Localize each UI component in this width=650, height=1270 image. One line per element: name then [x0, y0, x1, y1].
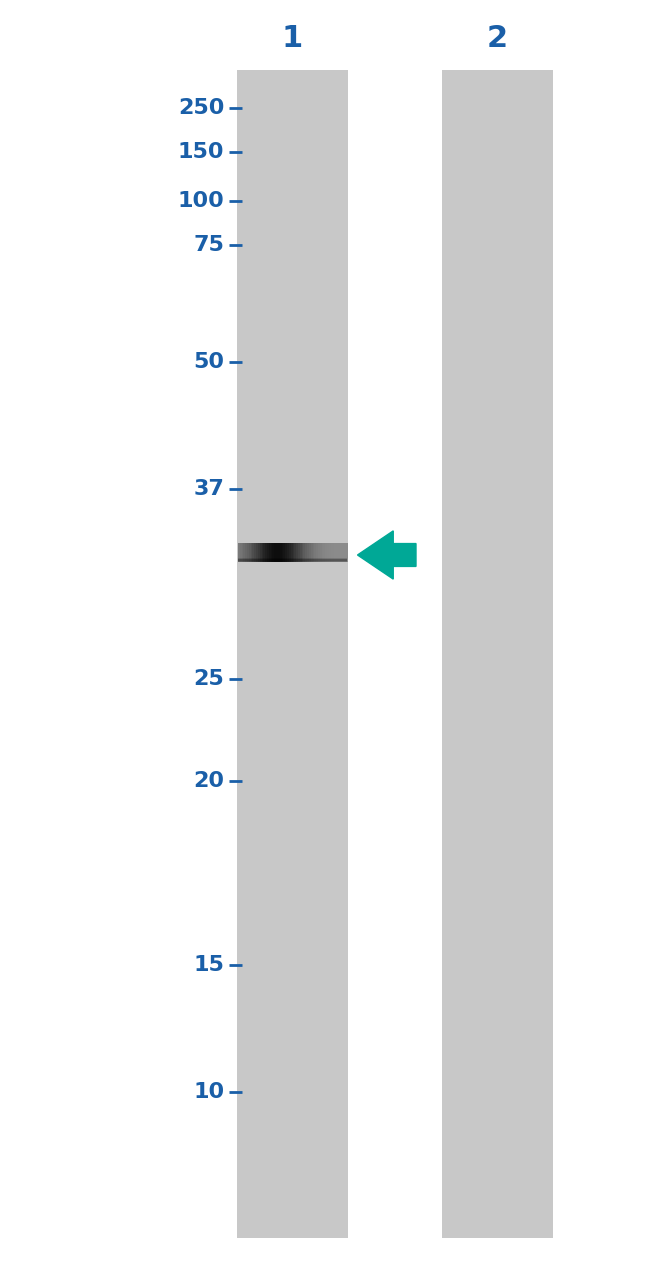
Bar: [242, 544, 244, 561]
Bar: [251, 544, 253, 561]
Bar: [294, 544, 297, 561]
Bar: [261, 544, 264, 561]
Bar: [296, 544, 298, 561]
Text: 2: 2: [487, 24, 508, 52]
Bar: [245, 544, 248, 561]
Text: 150: 150: [177, 142, 224, 163]
Bar: [238, 558, 347, 560]
Bar: [238, 560, 347, 561]
Text: 20: 20: [193, 771, 224, 791]
Text: 75: 75: [193, 235, 224, 255]
Text: 1: 1: [282, 24, 303, 52]
Bar: [338, 544, 341, 561]
Bar: [292, 544, 295, 561]
Bar: [291, 544, 293, 561]
FancyArrow shape: [358, 531, 416, 579]
Bar: [270, 544, 273, 561]
Bar: [265, 544, 268, 561]
Bar: [309, 544, 311, 561]
Bar: [342, 544, 344, 561]
Bar: [249, 544, 252, 561]
Bar: [327, 544, 330, 561]
Bar: [340, 544, 343, 561]
Bar: [256, 544, 259, 561]
Text: 250: 250: [178, 98, 224, 118]
Bar: [336, 544, 339, 561]
Bar: [322, 544, 324, 561]
Text: 25: 25: [194, 669, 224, 690]
Bar: [278, 544, 280, 561]
Bar: [315, 544, 317, 561]
Bar: [238, 558, 347, 560]
Bar: [254, 544, 257, 561]
Bar: [316, 544, 318, 561]
Bar: [333, 544, 335, 561]
Bar: [238, 558, 347, 560]
Text: 100: 100: [177, 190, 224, 211]
Bar: [285, 544, 288, 561]
Bar: [331, 544, 333, 561]
Bar: [260, 544, 262, 561]
Bar: [311, 544, 313, 561]
Bar: [258, 544, 261, 561]
Bar: [300, 544, 302, 561]
Bar: [313, 544, 315, 561]
Bar: [237, 70, 348, 1238]
Bar: [287, 544, 289, 561]
Bar: [325, 544, 328, 561]
Bar: [238, 559, 347, 561]
Bar: [320, 544, 322, 561]
Text: 15: 15: [193, 955, 224, 975]
Bar: [238, 559, 347, 561]
Bar: [238, 559, 347, 561]
Bar: [442, 70, 552, 1238]
Bar: [238, 559, 347, 561]
Bar: [306, 544, 307, 561]
Bar: [304, 544, 306, 561]
Bar: [307, 544, 309, 561]
Bar: [345, 544, 348, 561]
Bar: [318, 544, 320, 561]
Bar: [240, 544, 242, 561]
Bar: [263, 544, 266, 561]
Bar: [269, 544, 271, 561]
Bar: [334, 544, 337, 561]
Bar: [238, 544, 240, 561]
Bar: [272, 544, 275, 561]
Text: 50: 50: [193, 352, 224, 372]
Bar: [280, 544, 282, 561]
Text: 10: 10: [193, 1082, 224, 1102]
Bar: [281, 544, 284, 561]
Bar: [274, 544, 277, 561]
Bar: [324, 544, 326, 561]
Bar: [289, 544, 291, 561]
Bar: [298, 544, 300, 561]
Bar: [343, 544, 346, 561]
Bar: [243, 544, 246, 561]
Bar: [247, 544, 250, 561]
Bar: [276, 544, 279, 561]
Bar: [329, 544, 332, 561]
Bar: [302, 544, 304, 561]
Bar: [252, 544, 255, 561]
Text: 37: 37: [193, 479, 224, 499]
Bar: [283, 544, 286, 561]
Bar: [267, 544, 270, 561]
